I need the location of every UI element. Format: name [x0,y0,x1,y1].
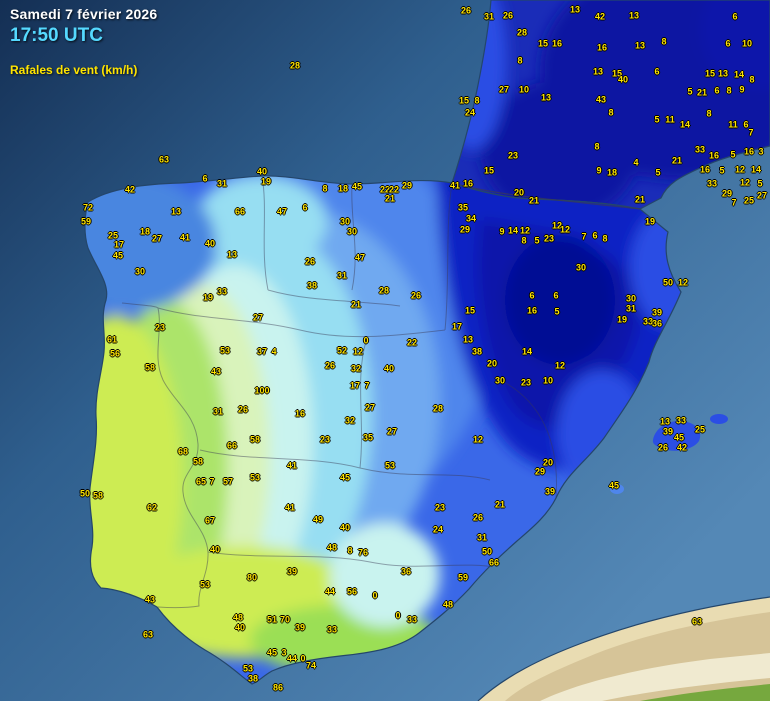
menorca-island [710,414,728,424]
region-borders [121,175,557,609]
africa-coastal-band [478,597,770,701]
pyrenees-border [451,182,641,210]
ibiza-island [610,484,624,494]
africa-land [477,596,770,701]
africa-cream-band [540,653,770,701]
mallorca-island [652,420,701,451]
iberia-land [84,175,682,685]
africa-green-band [640,684,770,701]
balearic-islands [610,414,728,494]
africa-coastline [477,596,770,701]
